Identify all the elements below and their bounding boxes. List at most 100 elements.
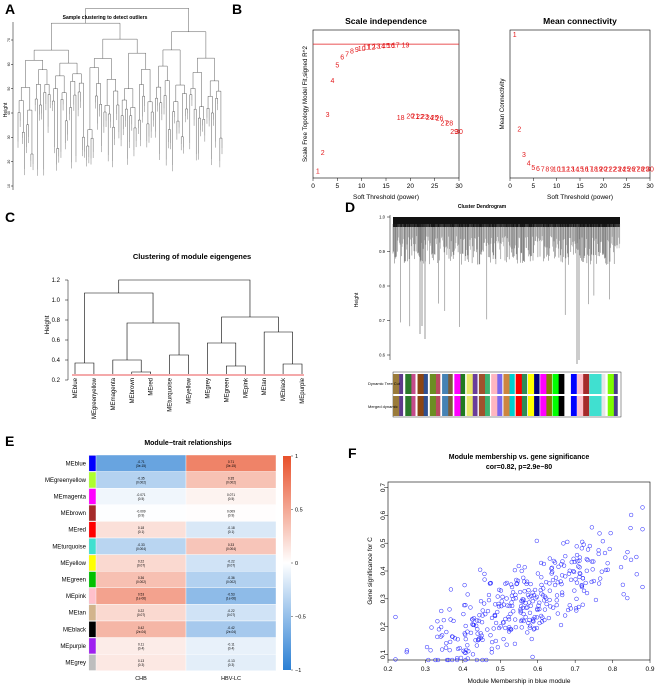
- row-label: MEblack: [63, 627, 87, 633]
- dendrogram-branch: [82, 136, 85, 152]
- scatter-point: [598, 576, 603, 581]
- point-label: 5: [335, 63, 339, 70]
- x-tick-label: 30: [455, 183, 463, 190]
- scatter-point: [576, 564, 581, 569]
- dynamic-tree-cut-segment: [595, 374, 602, 394]
- scatter-point: [479, 620, 485, 625]
- scatter-point: [550, 577, 556, 583]
- scatter-point: [465, 592, 470, 597]
- point-label: 19: [595, 167, 603, 174]
- scatter-point: [565, 539, 570, 545]
- x-tick-label: 15: [382, 183, 390, 190]
- cell-value: 0.42: [138, 626, 144, 630]
- dendrogram-branch: [107, 113, 111, 156]
- scatter-point: [514, 577, 519, 583]
- dendrogram-branch: [22, 132, 25, 170]
- merged-dynamic-segment: [460, 396, 466, 416]
- scatter-point: [507, 603, 512, 609]
- cell-pvalue: (0.1): [138, 530, 145, 534]
- row-label: MEturquoise: [52, 544, 86, 550]
- scatter-point: [465, 643, 470, 648]
- cell-value: 0.18: [138, 526, 144, 530]
- cell-value: 0.11: [138, 642, 144, 646]
- cell-pvalue: (0.002): [226, 480, 236, 484]
- cell-value: -0.33: [137, 543, 144, 547]
- x-tick-label: 5: [532, 183, 536, 190]
- scatter-point: [580, 602, 585, 607]
- scatter-point: [560, 592, 565, 598]
- dynamic-tree-cut-segment: [515, 374, 523, 394]
- cell-pvalue: (0.07): [137, 613, 145, 617]
- y-tick-label: 0.2: [380, 622, 387, 631]
- dendrogram-branch: [202, 119, 206, 136]
- scatter-point: [552, 582, 558, 588]
- point-label: 7: [541, 167, 545, 174]
- legend-tick-label: 0.5: [295, 508, 303, 514]
- scatter-point: [506, 617, 512, 622]
- y-tick-label: 1.0: [52, 298, 61, 304]
- scatter-point: [462, 631, 467, 636]
- scatter-point: [575, 559, 580, 564]
- cell-pvalue: (0.07): [137, 563, 145, 567]
- dynamic-tree-cut-segment: [564, 374, 572, 394]
- scatter-point: [560, 559, 565, 564]
- cell-value: -0.36: [227, 576, 234, 580]
- cell-value: -0.11: [227, 642, 234, 646]
- dendrogram-branch: [198, 117, 201, 154]
- scatter-point: [590, 567, 595, 572]
- scatter-point: [509, 627, 514, 632]
- scatter-point: [565, 607, 571, 613]
- scatter-point: [464, 647, 469, 653]
- leaf-label: MEmagenta: [111, 377, 117, 410]
- scatter-point: [618, 565, 624, 570]
- cell-pvalue: (0.002): [136, 480, 146, 484]
- row-color-swatch: [88, 554, 97, 571]
- cell-pvalue: (0.002): [226, 580, 236, 584]
- x-tick-label: 0.3: [421, 666, 430, 673]
- leaf-label: MEtan: [262, 378, 268, 395]
- dendrogram-branch: [142, 95, 145, 117]
- dendrogram-branch: [176, 120, 180, 134]
- scatter-point: [518, 608, 523, 614]
- leaf-label: MEred: [149, 378, 155, 396]
- scatter-point: [554, 598, 559, 603]
- point-label: 10: [358, 46, 366, 53]
- scatter-point: [547, 597, 552, 603]
- row-color-swatch: [88, 604, 97, 621]
- scatter-point: [563, 574, 568, 579]
- scatter-point: [443, 645, 449, 650]
- panel-d-color-rows: [393, 374, 620, 416]
- cell-value: 0.53: [138, 593, 144, 597]
- point-label: 24: [426, 115, 434, 122]
- cell-pvalue: (2e-04): [136, 630, 146, 634]
- scatter-point: [520, 605, 526, 611]
- dendrogram-branch: [102, 38, 138, 59]
- scatter-point: [552, 560, 558, 565]
- scatter-point: [522, 565, 527, 570]
- scatter-point: [449, 634, 455, 639]
- scatter-point: [480, 608, 485, 613]
- scatter-point: [433, 657, 438, 663]
- panel-d-ytick-label: 0.6: [379, 353, 385, 358]
- scatter-point: [556, 564, 561, 569]
- y-tick-label: 0.4: [52, 358, 61, 364]
- scatter-point: [444, 641, 449, 646]
- point-label: 29: [450, 129, 458, 136]
- scatter-point: [574, 580, 580, 585]
- scatter-point: [478, 599, 484, 604]
- merged-dynamic-segment: [399, 396, 404, 416]
- dynamic-tree-cut-segment: [521, 374, 528, 394]
- point-label: 2: [517, 127, 521, 134]
- row-color-swatch: [88, 521, 97, 538]
- dynamic-tree-cut-segment: [607, 374, 614, 394]
- scatter-point: [549, 566, 554, 571]
- merged-dynamic-segment: [509, 396, 515, 416]
- scatter-point: [482, 601, 487, 606]
- dendrogram-branch: [207, 342, 237, 374]
- dendrogram-branch: [33, 49, 69, 64]
- scatter-point: [529, 636, 534, 642]
- scatter-point: [527, 595, 532, 600]
- scatter-point: [542, 617, 547, 623]
- row-color-swatch: [88, 588, 97, 604]
